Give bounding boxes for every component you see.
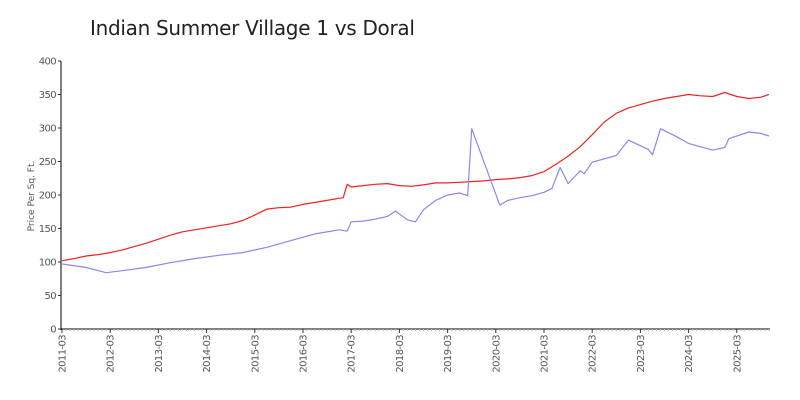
y-tick-label: 200	[39, 191, 57, 202]
x-tick-label: 2025-03	[732, 335, 743, 373]
x-tick-label: 2019-03	[443, 335, 454, 373]
x-tick-label: 2011-03	[58, 335, 69, 373]
series-line-indian-summer-village	[61, 91, 770, 262]
x-tick-label: 2021-03	[540, 335, 551, 373]
x-tick-label: 2012-03	[106, 335, 117, 373]
x-axis: 2011-03 2012-03 2013-03 2014-03 2015-03 2016-…	[58, 328, 770, 373]
series-layer	[61, 91, 770, 274]
x-tick-label: 2022-03	[588, 335, 599, 373]
y-tick-label: 250	[39, 157, 57, 168]
y-tick-label: 0	[50, 325, 56, 336]
x-tick-label: 2014-03	[202, 335, 213, 373]
x-tick-label: 2020-03	[491, 335, 502, 373]
x-tick-label: 2024-03	[684, 335, 695, 373]
x-tick-label: 2013-03	[154, 335, 165, 373]
x-tick-label: 2017-03	[347, 335, 358, 373]
x-tick-label: 2015-03	[250, 335, 261, 373]
x-tick-label: 2023-03	[636, 335, 647, 373]
y-axis-label: Price Per Sq. Ft.	[27, 161, 37, 232]
series-line-doral	[61, 128, 770, 274]
y-tick-label: 150	[39, 224, 57, 235]
y-axis: 0 50 100 150 200 250 300 350 400	[39, 57, 62, 336]
y-tick-label: 400	[39, 57, 57, 68]
chart-title: Indian Summer Village 1 vs Doral	[90, 16, 415, 40]
y-tick-label: 100	[39, 258, 57, 269]
y-tick-label: 300	[39, 124, 57, 135]
y-tick-label: 50	[44, 291, 56, 302]
y-tick-label: 350	[39, 90, 57, 101]
x-tick-label: 2016-03	[299, 335, 310, 373]
x-tick-label: 2018-03	[395, 335, 406, 373]
